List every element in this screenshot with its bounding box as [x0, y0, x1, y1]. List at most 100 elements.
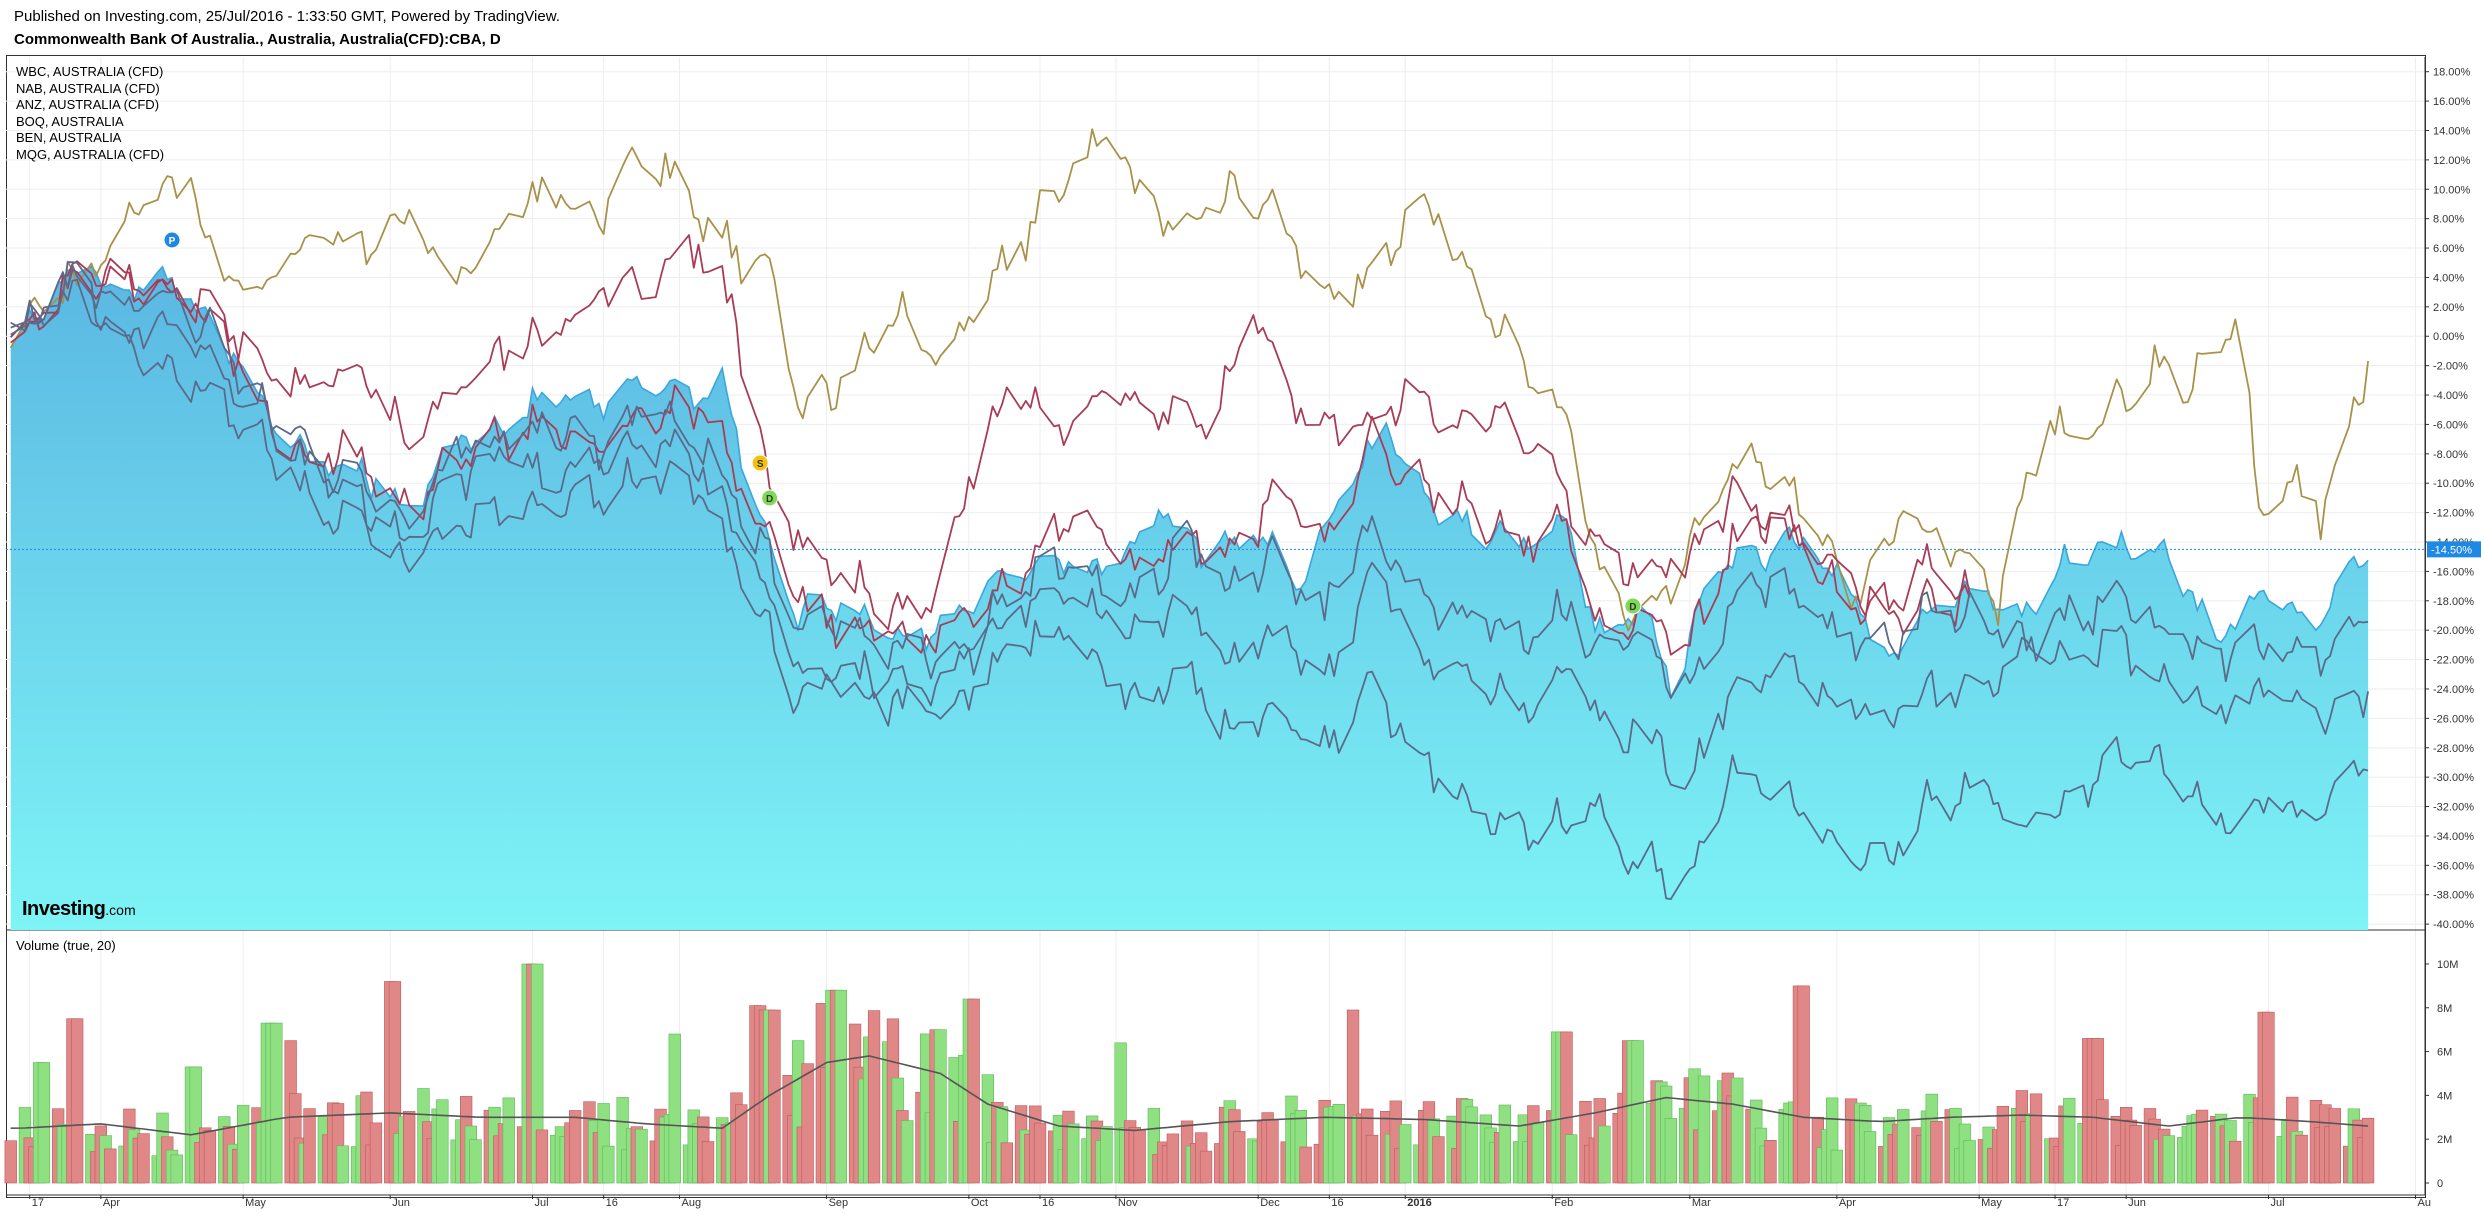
volume-bar [1764, 1140, 1777, 1184]
volume-tick-label: 2M [2437, 1134, 2452, 1146]
volume-bar [1299, 1146, 1312, 1184]
area-line [10, 265, 2369, 700]
volume-bar [602, 1145, 615, 1184]
volume-bar [37, 1062, 51, 1184]
y-tick-label: 0.00% [2433, 331, 2464, 343]
volume-bar [402, 1111, 416, 1184]
volume-bar [1531, 1122, 1545, 1184]
volume-bar [1067, 1123, 1080, 1184]
volume-bar [2328, 1108, 2341, 1184]
y-tick-label: 16.00% [2433, 96, 2471, 108]
svg-text:P: P [169, 236, 176, 247]
comparison-lines [9, 128, 2369, 900]
volume-bar [1465, 1106, 1478, 1184]
x-tick-label: Jun [392, 1197, 410, 1209]
volume-bar [1830, 1149, 1843, 1184]
x-tick-label: Jul [2270, 1197, 2284, 1209]
y-tick-label: -30.00% [2433, 772, 2474, 784]
y-tick-label: -24.00% [2433, 684, 2474, 696]
volume-bar [1731, 1077, 1744, 1184]
x-tick-label: Au [2418, 1197, 2431, 1209]
volume-bar [1598, 1125, 1611, 1184]
legend: WBC, AUSTRALIA (CFD) NAB, AUSTRALIA (CFD… [16, 64, 164, 163]
area-fill [10, 266, 2369, 930]
volume-bar [535, 1129, 549, 1184]
volume-bar [967, 998, 980, 1184]
volume-bar [668, 1033, 681, 1184]
y-tick-label: -2.00% [2433, 361, 2468, 373]
investing-logo: Investing.com [22, 898, 136, 920]
legend-item-nab[interactable]: NAB, AUSTRALIA (CFD) [16, 80, 160, 96]
x-tick-label: Aug [682, 1197, 702, 1209]
volume-bar [2262, 1011, 2275, 1184]
volume-tick-label: 0 [2437, 1178, 2443, 1190]
volume-tick-label: 10M [2437, 959, 2458, 971]
last-value-text: -14.50% [2431, 544, 2472, 556]
volume-bar [270, 1022, 283, 1184]
volume-bar [4, 1140, 17, 1184]
volume-bar [701, 1141, 715, 1184]
x-tick-label: Apr [103, 1197, 120, 1209]
y-tick-label: -8.00% [2433, 449, 2468, 461]
y-tick-label: -22.00% [2433, 655, 2474, 667]
x-axis: 17 Apr May Jun Jul 16 Aug Sep Oct 16 Nov Dec 16 2016 F… [29, 1195, 2431, 1209]
x-tick-label: Dec [1260, 1197, 1280, 1209]
y-tick-label: -12.00% [2433, 508, 2474, 520]
volume-bar [1897, 1109, 1910, 1184]
volume-bar [137, 1133, 150, 1184]
volume-bar [2129, 1125, 2142, 1184]
svg-text:D: D [766, 494, 773, 505]
volume-bar [1033, 1122, 1047, 1184]
volume-bar [2229, 1140, 2242, 1184]
marker-d-icon: D [761, 489, 779, 507]
y-axis-main: 18.00% 16.00% 14.00% 12.00% 10.00% 8.00% 6.00%… [2425, 67, 2474, 931]
volume-bar [203, 1130, 217, 1184]
legend-item-boq[interactable]: BOQ, AUSTRALIA [16, 113, 124, 129]
y-tick-label: -26.00% [2433, 713, 2474, 725]
volume-bar [2295, 1134, 2308, 1184]
volume-bar [1498, 1104, 1511, 1184]
volume-tick-label: 8M [2437, 1003, 2452, 1015]
volume-bar [369, 1122, 383, 1184]
volume-bar [1565, 1134, 1578, 1184]
volume-bar [2029, 1093, 2043, 1184]
legend-item-wbc[interactable]: WBC, AUSTRALIA (CFD) [16, 64, 164, 79]
y-tick-label: -40.00% [2433, 919, 2474, 931]
volume-bar [2361, 1117, 2375, 1184]
volume-bar [801, 1063, 814, 1184]
y-tick-label: 2.00% [2433, 302, 2464, 314]
volume-bar [1697, 1075, 1711, 1184]
y-tick-label: 18.00% [2433, 67, 2471, 79]
legend-item-ben[interactable]: BEN, AUSTRALIA [16, 130, 122, 145]
volume-ma-line [10, 1055, 2369, 1136]
volume-bar [735, 1104, 748, 1184]
volume-bar [2162, 1135, 2175, 1184]
x-tick-label: 17 [32, 1197, 44, 1209]
volume-bar [901, 1120, 914, 1184]
volume-bar [1233, 1131, 1246, 1184]
y-tick-label: -16.00% [2433, 566, 2474, 578]
x-tick-label: Sep [829, 1197, 849, 1209]
volume-bar [1266, 1119, 1279, 1184]
svg-text:S: S [757, 459, 764, 470]
y-tick-label: 8.00% [2433, 214, 2464, 226]
x-tick-label: 2016 [1407, 1197, 1431, 1209]
volume-bar [2195, 1109, 2209, 1184]
volume-bar [2096, 1099, 2109, 1184]
y-tick-label: -36.00% [2433, 860, 2474, 872]
volume-bar [934, 1029, 947, 1184]
volume-bar [2063, 1097, 2076, 1184]
published-line: Published on Investing.com, 25/Jul/2016 … [14, 8, 560, 25]
volume-tick-label: 6M [2437, 1047, 2452, 1059]
volume-bar [635, 1128, 648, 1184]
y-axis-volume: 10M 8M 6M 4M 2M 0 [2425, 959, 2458, 1190]
legend-item-anz[interactable]: ANZ, AUSTRALIA (CFD) [16, 97, 160, 112]
volume-bar [336, 1145, 349, 1184]
legend-item-mqg[interactable]: MQG, AUSTRALIA (CFD) [16, 146, 165, 162]
y-tick-label: -20.00% [2433, 625, 2474, 637]
comparison-line-2 [10, 234, 1971, 631]
event-markers: P S D D [163, 231, 1642, 615]
volume-bar [1432, 1136, 1445, 1184]
area-series [6, 265, 2425, 930]
